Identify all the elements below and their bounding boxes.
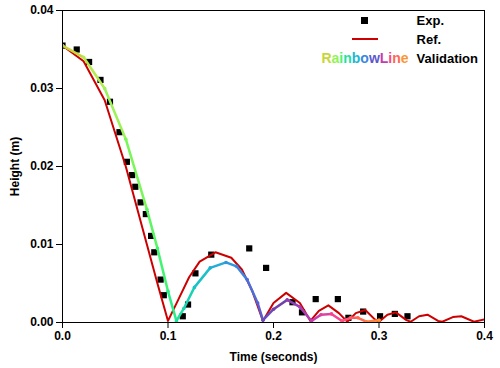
svg-text:0.2: 0.2 [265, 329, 282, 343]
svg-text:0.3: 0.3 [371, 329, 388, 343]
svg-text:0.1: 0.1 [160, 329, 177, 343]
html-text:Validation: Validation [416, 50, 478, 66]
svg-text:0.4: 0.4 [476, 329, 493, 343]
svg-text:0.01: 0.01 [30, 237, 54, 251]
svg-text:0.04: 0.04 [30, 3, 54, 17]
html-text:Ref.: Ref. [416, 31, 442, 47]
html-text:R a i n b o w L i n e: R a i n b o w L i n e [321, 50, 409, 66]
svg-text:0.02: 0.02 [30, 159, 54, 173]
svg-text:Time (seconds): Time (seconds) [230, 350, 318, 364]
html-text:Exp.: Exp. [416, 12, 445, 28]
svg-text:0.03: 0.03 [30, 81, 54, 95]
svg-text:0.00: 0.00 [30, 315, 54, 329]
svg-text:0.0: 0.0 [54, 329, 71, 343]
svg-text:Height (m): Height (m) [8, 137, 22, 196]
